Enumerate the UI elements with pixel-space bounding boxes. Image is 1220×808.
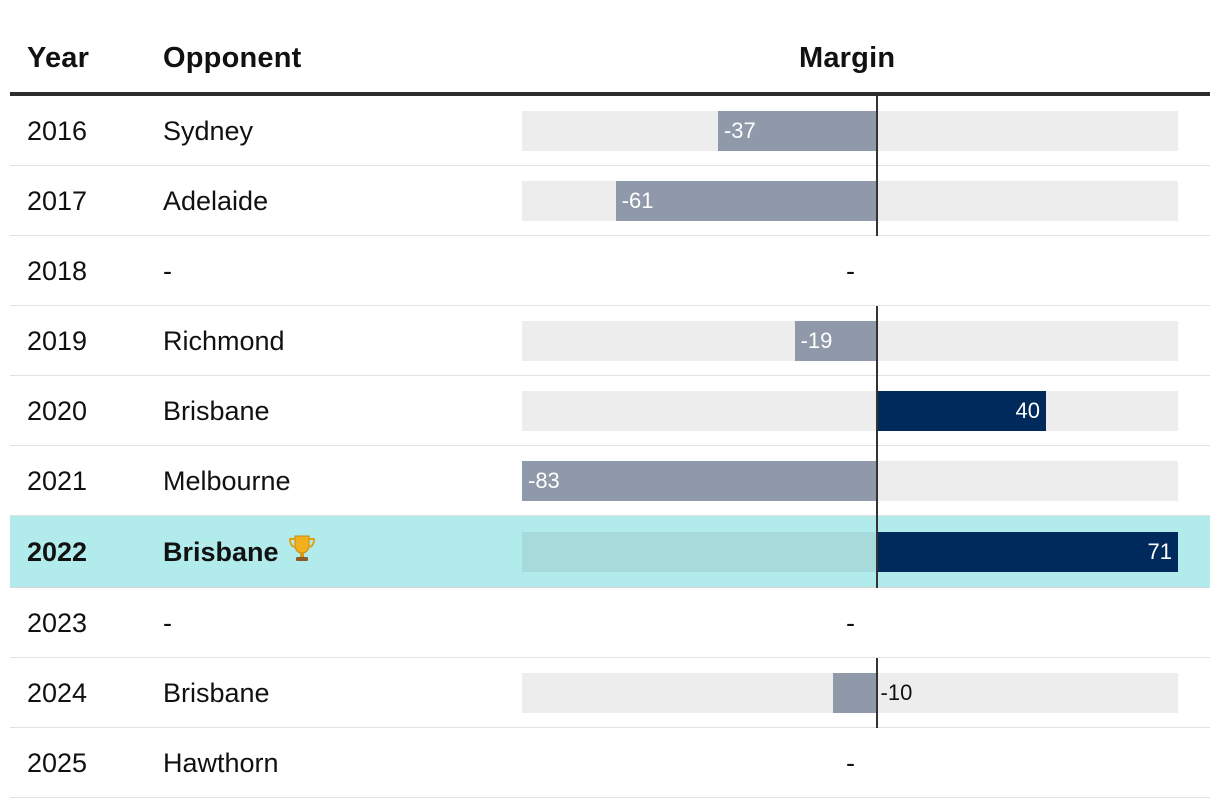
- margin-label: -10: [880, 680, 913, 705]
- opponent-name: Brisbane: [163, 537, 279, 567]
- margin-table: Year Opponent Margin 2016 Sydney -37 2017 Ad…: [10, 0, 1210, 798]
- opponent-name: -: [163, 256, 172, 286]
- opponent-cell: Richmond: [163, 306, 285, 376]
- year-cell: 2023: [27, 608, 88, 638]
- table-row: 2017 Adelaide -61: [10, 166, 1210, 236]
- trophy-icon: [288, 535, 315, 561]
- margin-bar: [522, 461, 876, 501]
- year-column-header: Year: [27, 42, 90, 74]
- opponent-cell: Hawthorn: [163, 728, 279, 798]
- zero-axis-line: [876, 166, 878, 236]
- table-row: 2023 - -: [10, 588, 1210, 658]
- table-row: 2025 Hawthorn -: [10, 728, 1210, 798]
- opponent-cell: Adelaide: [163, 166, 268, 236]
- year-cell: 2024: [27, 678, 88, 708]
- table-body: 2016 Sydney -37 2017 Adelaide -61 2018 - - 2019 Ri…: [10, 96, 1210, 798]
- bar-track: -37: [522, 111, 1178, 151]
- no-margin-dash: -: [846, 748, 855, 778]
- opponent-name: Brisbane: [163, 678, 270, 708]
- bar-track: -10: [522, 673, 1178, 713]
- table-header: Year Opponent Margin: [10, 0, 1210, 96]
- opponent-name: Adelaide: [163, 186, 269, 216]
- year-cell: 2020: [27, 396, 88, 426]
- table-row: 2018 - -: [10, 236, 1210, 306]
- opponent-name: Hawthorn: [163, 748, 279, 778]
- year-cell: 2021: [27, 466, 88, 496]
- margin-label: -83: [528, 468, 560, 493]
- bar-track: 71: [522, 532, 1178, 572]
- year-cell: 2016: [27, 116, 88, 146]
- opponent-cell: -: [163, 236, 172, 306]
- table-row: 2024 Brisbane -10: [10, 658, 1210, 728]
- margin-bar: [832, 673, 876, 713]
- year-cell: 2019: [27, 326, 88, 356]
- opponent-cell: Brisbane: [163, 658, 270, 728]
- margin-label: -37: [723, 118, 756, 143]
- margin-bar: [794, 321, 876, 361]
- year-cell: 2022: [27, 537, 88, 567]
- year-cell: 2017: [27, 186, 88, 216]
- margin-label: 71: [1147, 539, 1172, 564]
- opponent-cell: Brisbane: [163, 516, 317, 588]
- zero-axis-line: [876, 306, 878, 376]
- margin-column-header: Margin: [799, 42, 896, 74]
- table-row: 2019 Richmond -19: [10, 306, 1210, 376]
- zero-axis-line: [876, 96, 878, 166]
- margin-label: 40: [1015, 398, 1040, 423]
- opponent-cell: Sydney: [163, 96, 253, 166]
- margin-bar: [717, 111, 876, 151]
- table-row: 2021 Melbourne -83: [10, 446, 1210, 516]
- opponent-column-header: Opponent: [163, 42, 302, 74]
- year-cell: 2018: [27, 256, 88, 286]
- opponent-name: -: [163, 608, 172, 638]
- bar-track: -19: [522, 321, 1178, 361]
- opponent-cell: Brisbane: [163, 376, 270, 446]
- opponent-name: Sydney: [163, 116, 254, 146]
- opponent-name: Brisbane: [163, 396, 270, 426]
- bar-track: -61: [522, 181, 1178, 221]
- no-margin-dash: -: [846, 608, 855, 638]
- table-row: 2020 Brisbane 40: [10, 376, 1210, 446]
- year-cell: 2025: [27, 748, 88, 778]
- margin-label: -19: [800, 328, 833, 353]
- margin-label: -61: [621, 188, 654, 213]
- opponent-name: Richmond: [163, 326, 285, 356]
- opponent-name: Melbourne: [163, 466, 291, 496]
- table-row: 2022 Brisbane 71: [10, 516, 1210, 588]
- opponent-cell: Melbourne: [163, 446, 291, 516]
- opponent-cell: -: [163, 588, 172, 658]
- bar-track: 40: [522, 391, 1178, 431]
- zero-axis-line: [876, 516, 878, 588]
- margin-bar: [615, 181, 876, 221]
- table-row: 2016 Sydney -37: [10, 96, 1210, 166]
- zero-axis-line: [876, 658, 878, 728]
- margin-bar: [875, 532, 1178, 572]
- zero-axis-line: [876, 446, 878, 516]
- no-margin-dash: -: [846, 256, 855, 286]
- zero-axis-line: [876, 376, 878, 446]
- margin-bar: [875, 391, 1046, 431]
- bar-track: -83: [522, 461, 1178, 501]
